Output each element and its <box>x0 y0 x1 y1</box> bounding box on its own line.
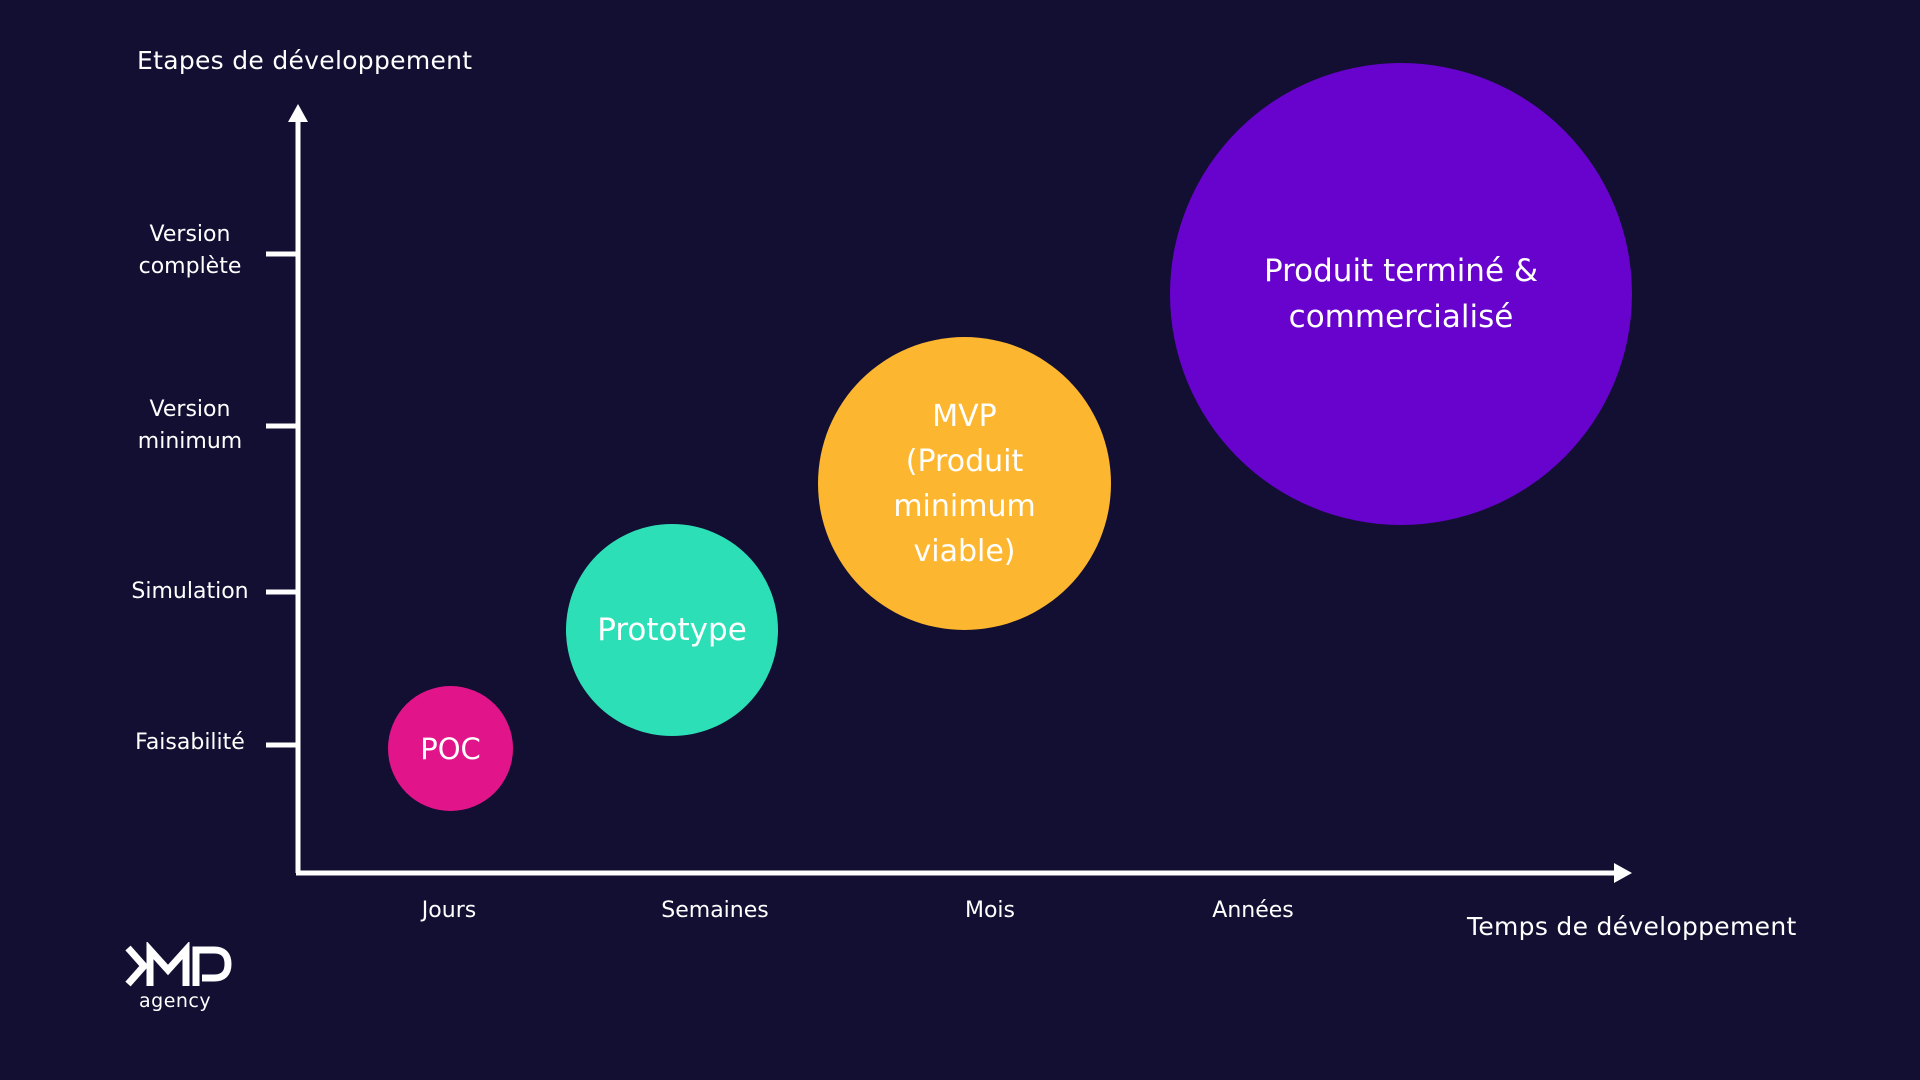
y-tick-label-simulation: Simulation <box>131 579 249 604</box>
stage-bubble-poc: POC <box>388 686 513 811</box>
y-tick-label-version-complete: Version complète <box>138 222 242 279</box>
stage-bubble-mvp: MVP (Produit minimum viable) <box>818 337 1111 630</box>
x-tick-label-mois: Mois <box>964 898 1016 923</box>
x-tick-label-jours: Jours <box>421 898 477 923</box>
kmp-agency-logo <box>125 942 232 987</box>
x-tick-label-semaines: Semaines <box>661 898 769 923</box>
stage-label: Prototype <box>597 612 747 648</box>
stage-bubble-prototype: Prototype <box>566 524 778 736</box>
stage-label: Produit terminé & commercialisé <box>1263 253 1539 335</box>
x-tick-label-annees: Années <box>1212 898 1294 923</box>
y-axis-arrow <box>288 104 308 122</box>
y-tick-label-version-minimum: Version minimum <box>137 397 243 454</box>
y-axis-title: Etapes de développement <box>137 46 473 75</box>
stage-label: MVP (Produit minimum viable) <box>893 398 1036 569</box>
y-tick-label-faisabilite: Faisabilité <box>135 730 245 755</box>
x-axis-arrow <box>1614 863 1632 883</box>
stage-label: POC <box>420 731 481 766</box>
logo-subtext: agency <box>139 990 212 1012</box>
stage-bubble-finished-product: Produit terminé & commercialisé <box>1170 63 1632 525</box>
x-axis-title: Temps de développement <box>1467 912 1797 941</box>
